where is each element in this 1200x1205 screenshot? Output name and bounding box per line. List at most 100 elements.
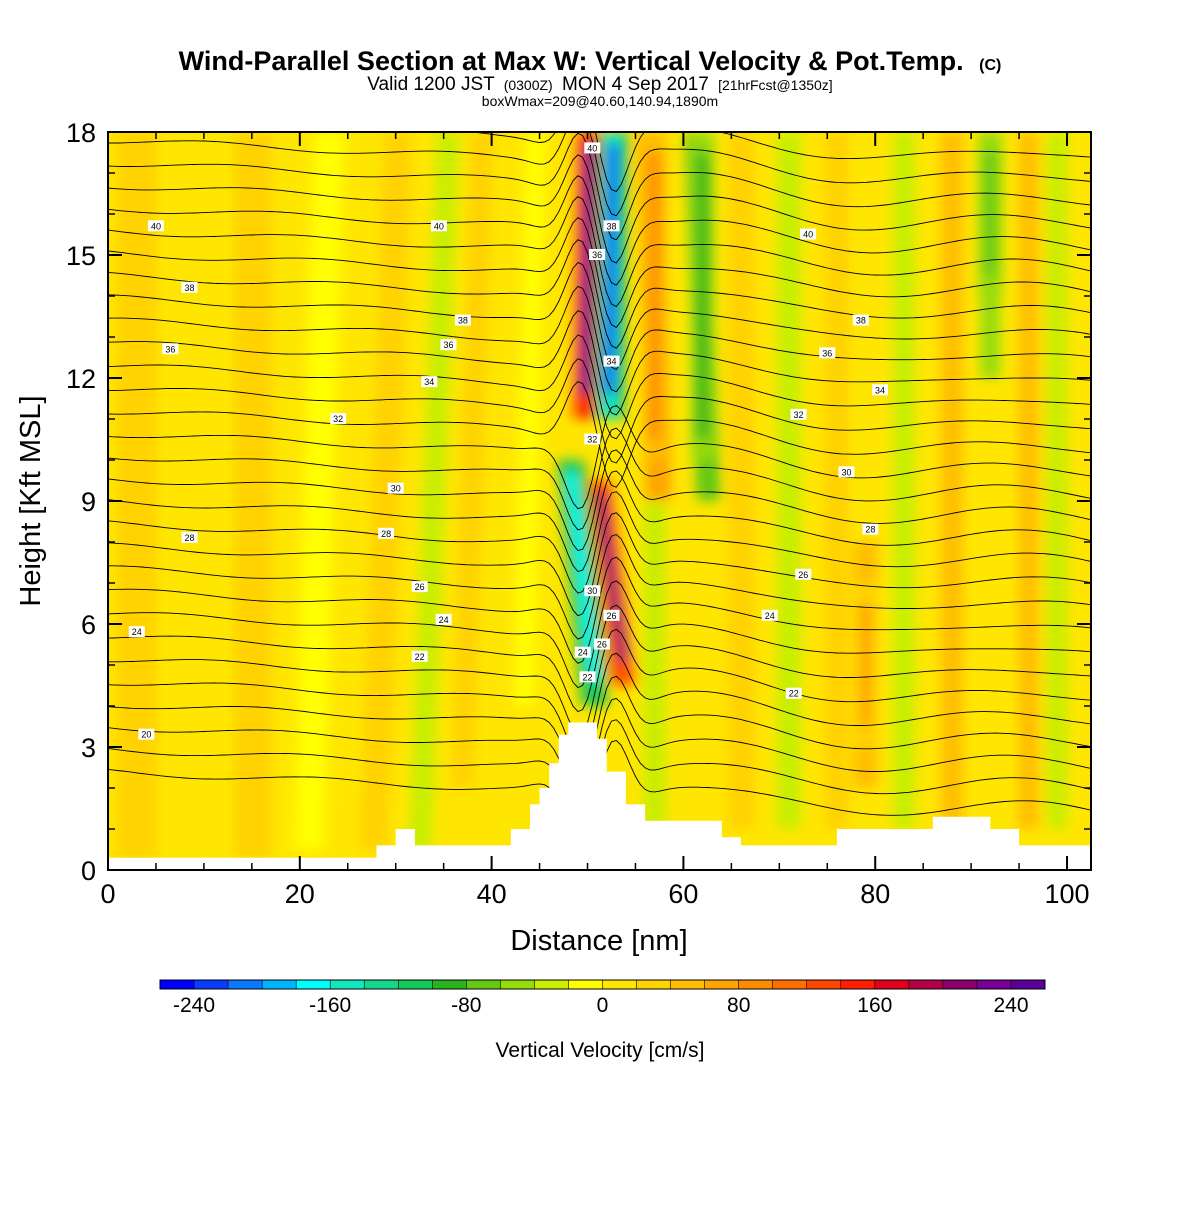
theta-contour-labels: 40 40 40 38 38 38 36 36 36 34 34 32 32 30 30 28 28 28 26 26… [128, 142, 889, 740]
theta-contour [108, 175, 1091, 286]
theta-label: 26 [798, 570, 808, 580]
theta-label: 38 [458, 316, 468, 326]
theta-contour [108, 154, 1091, 264]
colorbar-swatch [262, 980, 297, 989]
x-axis: 0 20 40 60 80 100 [100, 132, 1090, 909]
theta-contour [108, 697, 1091, 800]
colorbar-tick-label: -160 [309, 994, 351, 1017]
theta-contour [108, 262, 1091, 371]
theta-label-bg [838, 466, 855, 478]
colorbar-swatch [432, 980, 467, 989]
velocity-band [940, 132, 963, 829]
theta-label: 36 [165, 344, 175, 354]
theta-label-bg [454, 314, 471, 326]
x-tick-label: 60 [668, 879, 698, 909]
theta-label: 28 [381, 529, 391, 539]
colorbar-swatch [364, 980, 399, 989]
velocity-band [513, 132, 546, 706]
velocity-band [116, 132, 157, 858]
theta-label-bg [862, 523, 879, 535]
theta-contours [108, 132, 1091, 843]
theta-label: 26 [606, 611, 616, 621]
y-axis-label: Height [Kft MSL] [15, 395, 47, 606]
colorbar-swatch [704, 980, 740, 989]
colorbar-tick-label: 0 [597, 994, 609, 1017]
theta-contour [108, 628, 1091, 736]
colorbar-swatch [942, 980, 978, 989]
velocity-band [451, 132, 494, 788]
theta-label: 24 [765, 611, 775, 621]
theta-label: 30 [587, 586, 597, 596]
chart-boxline: boxWmax=209@40.60,140.94,1890m [482, 93, 718, 109]
theta-label: 22 [789, 689, 799, 699]
theta-label: 40 [803, 230, 813, 240]
colorbar-swatch [466, 980, 501, 989]
colorbar-swatch [500, 980, 535, 989]
y-tick-label: 3 [81, 733, 96, 763]
colorbar-label: Vertical Velocity [cm/s] [496, 1039, 705, 1062]
velocity-band [594, 492, 629, 661]
theta-label: 20 [141, 730, 151, 740]
chart-title: Wind-Parallel Section at Max W: Vertical… [179, 46, 1002, 76]
colorbar-swatch [602, 980, 637, 989]
velocity-band [859, 603, 872, 727]
colorbar-swatch [670, 980, 706, 989]
x-tick-label: 0 [100, 879, 115, 909]
subtitle-forecast: [21hrFcst@1350z] [718, 77, 833, 93]
theta-label: 28 [865, 525, 875, 535]
theta-label: 32 [333, 414, 343, 424]
x-axis-label: Distance [nm] [510, 925, 687, 957]
theta-label: 38 [185, 283, 195, 293]
theta-label-bg [579, 671, 596, 683]
colorbar-swatch [568, 980, 603, 989]
theta-label: 22 [415, 652, 425, 662]
velocity-band [892, 132, 915, 829]
y-tick-label: 15 [66, 241, 96, 271]
theta-label-bg [603, 220, 620, 232]
colorbar-tick-label: 240 [993, 994, 1028, 1017]
plot-area: 40 40 40 38 38 38 36 36 36 34 34 32 32 30 30 28 28 28 26 26… [108, 132, 1091, 870]
velocity-band [984, 152, 997, 276]
theta-label-bg [584, 142, 601, 154]
theta-label: 40 [151, 221, 161, 231]
colorbar-swatch [330, 980, 365, 989]
theta-label-bg [138, 728, 155, 740]
colorbar-swatch [806, 980, 842, 989]
theta-label-bg [603, 609, 620, 621]
theta-label-bg [584, 585, 601, 597]
colorbar-swatch [772, 980, 808, 989]
theta-label-bg [330, 413, 347, 424]
theta-contour [108, 195, 1091, 308]
theta-label-bg [181, 531, 198, 543]
theta-label: 38 [606, 221, 616, 231]
terrain-mask [108, 722, 1091, 870]
subtitle-utc: (0300Z) [504, 77, 553, 93]
theta-contour [108, 675, 1091, 780]
theta-contour [108, 491, 1091, 594]
subtitle-valid: Valid 1200 JST [367, 74, 495, 95]
theta-label: 32 [793, 410, 803, 420]
theta-label: 32 [587, 435, 597, 445]
theta-contour [108, 512, 1091, 617]
theta-label: 22 [583, 672, 593, 682]
theta-label: 36 [822, 348, 832, 358]
theta-contour [108, 217, 1091, 328]
theta-label: 34 [424, 377, 434, 387]
theta-contour [108, 556, 1091, 664]
colorbar-tick-label: -240 [173, 994, 215, 1017]
velocity-band [648, 152, 661, 440]
theta-label: 40 [587, 143, 597, 153]
velocity-band [643, 501, 666, 829]
theta-label: 30 [391, 484, 401, 494]
theta-label: 26 [597, 640, 607, 650]
theta-label-bg [147, 220, 164, 232]
theta-label-bg [584, 433, 601, 445]
theta-label-bg [761, 609, 778, 621]
theta-label: 34 [606, 357, 616, 367]
theta-label-bg [411, 581, 428, 593]
x-tick-label: 80 [860, 879, 890, 909]
velocity-band [231, 132, 272, 858]
velocity-band [727, 132, 754, 829]
